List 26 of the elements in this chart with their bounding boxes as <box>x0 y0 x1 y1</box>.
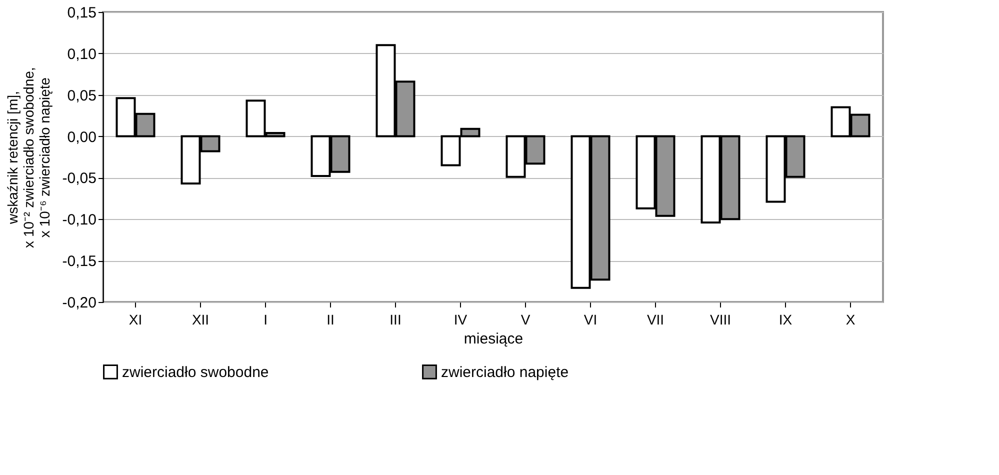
x-tick-label: IX <box>778 312 793 328</box>
y-tick-label: 0,05 <box>67 87 96 104</box>
x-tick-label: VI <box>584 312 598 328</box>
legend-label: zwierciadło napięte <box>441 364 569 381</box>
x-tick-label: V <box>520 312 531 328</box>
text: x 10⁻⁶ zwierciadło napięte <box>36 77 52 238</box>
x-tick-label: I <box>264 312 268 328</box>
text: wskaźnik retencji [m], <box>4 90 20 224</box>
y-tick-label: -0,15 <box>62 253 96 270</box>
x-tick-label: III <box>390 312 402 328</box>
x-tick-label: XI <box>128 312 142 328</box>
y-tick-label: -0,10 <box>62 212 96 229</box>
x-tick-label: X <box>846 312 856 328</box>
x-tick-label: II <box>326 312 334 328</box>
text: x 10⁻² zwierciadło swobodne, <box>20 67 36 248</box>
x-tick-label: XII <box>192 312 210 328</box>
x-tick-label: IV <box>454 312 468 328</box>
y-tick-label: 0,10 <box>67 46 96 63</box>
y-tick-label: 0,15 <box>67 4 96 22</box>
x-tick-label: VII <box>646 312 664 328</box>
y-tick-label: 0,00 <box>67 128 96 146</box>
y-tick-label: -0,20 <box>62 294 96 312</box>
legend-label: zwierciadło swobodne <box>122 364 269 381</box>
y-tick-label: -0,05 <box>62 170 96 188</box>
x-tick-label: VIII <box>710 312 732 328</box>
x-axis-title: miesiące <box>464 330 524 348</box>
